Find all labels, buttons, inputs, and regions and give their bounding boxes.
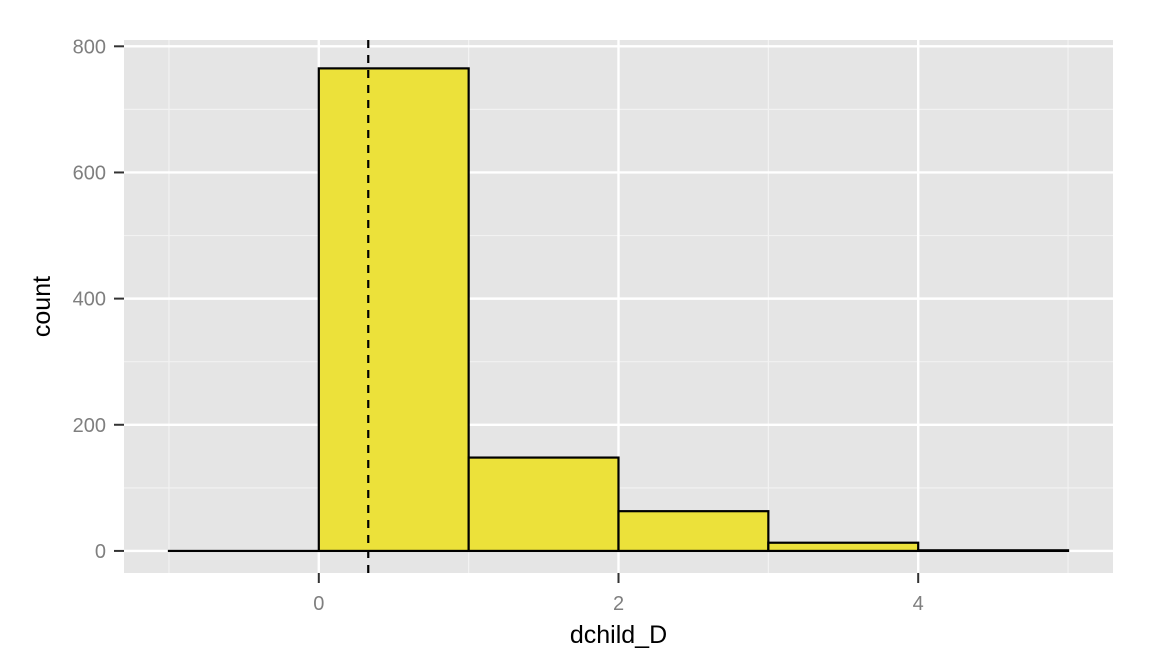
x-axis-title: dchild_D (570, 621, 667, 649)
x-axis: 0 2 4 (313, 573, 924, 615)
y-tick-label: 600 (73, 162, 106, 184)
histogram-bars (167, 67, 1070, 553)
x-tick-label: 4 (913, 593, 924, 615)
y-tick-label: 800 (73, 36, 106, 58)
x-tick-label: 0 (313, 593, 324, 615)
histogram-bar (317, 67, 470, 553)
x-tick-label: 2 (613, 593, 624, 615)
y-axis: 0 200 400 600 800 (73, 36, 124, 563)
y-axis-title: count (28, 276, 56, 337)
y-tick-label: 0 (95, 541, 106, 563)
histogram-bar (917, 549, 1070, 553)
y-tick-label: 200 (73, 415, 106, 437)
histogram-bar (467, 456, 620, 553)
y-tick-label: 400 (73, 289, 106, 311)
histogram-bar (617, 510, 770, 553)
histogram-bar (767, 541, 920, 553)
